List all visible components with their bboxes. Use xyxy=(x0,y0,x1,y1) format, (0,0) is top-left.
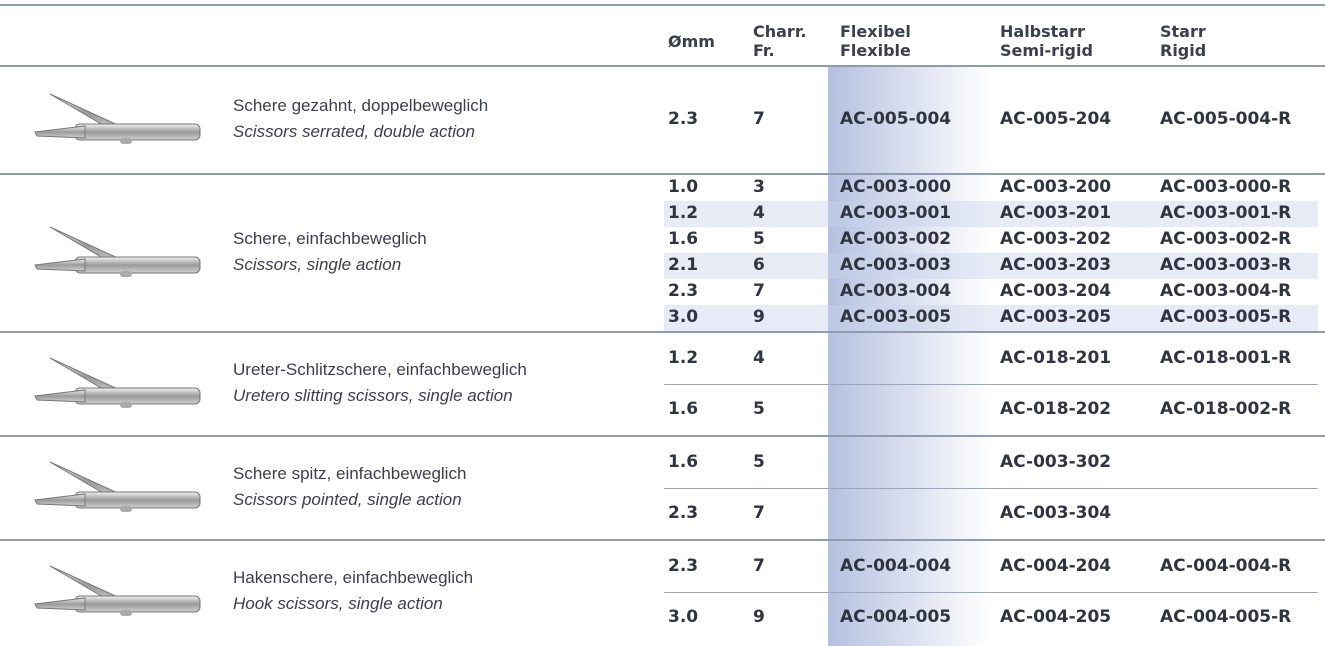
instrument-image xyxy=(34,565,201,616)
cell: 3 xyxy=(753,177,765,197)
cell: 3.0 xyxy=(668,606,699,627)
instrument-image xyxy=(34,93,201,144)
cell: AC-004-204 xyxy=(1000,555,1112,576)
cell: 2.1 xyxy=(668,255,699,275)
cell: AC-003-005-R xyxy=(1160,307,1292,327)
cell: AC-003-003 xyxy=(840,255,952,275)
name-en: Scissors pointed, single action xyxy=(233,490,462,509)
name-de: Schere gezahnt, doppelbeweglich xyxy=(233,96,489,115)
cell: AC-018-201 xyxy=(1000,347,1112,368)
cell: 5 xyxy=(753,398,765,419)
cell: 9 xyxy=(753,307,765,327)
cell: 2.3 xyxy=(668,109,699,129)
column-header: Starr xyxy=(1160,22,1206,41)
cell: AC-003-002-R xyxy=(1160,229,1292,249)
cell: AC-018-202 xyxy=(1000,398,1112,419)
cell: AC-003-201 xyxy=(1000,203,1112,223)
cell: AC-003-304 xyxy=(1000,502,1112,523)
cell: 7 xyxy=(753,281,765,301)
name-de: Hakenschere, einfachbeweglich xyxy=(233,568,474,587)
cell: 4 xyxy=(753,347,765,368)
name-en: Hook scissors, single action xyxy=(233,594,443,613)
cell: 7 xyxy=(753,109,765,129)
cell: AC-018-001-R xyxy=(1160,347,1292,368)
cell: 7 xyxy=(753,502,765,523)
cell: AC-003-200 xyxy=(1000,177,1112,197)
column-header: Semi-rigid xyxy=(1000,41,1093,60)
cell: 1.2 xyxy=(668,203,699,223)
cell: AC-003-000 xyxy=(840,177,952,197)
name-de: Schere spitz, einfachbeweglich xyxy=(233,464,467,483)
cell: 7 xyxy=(753,555,765,576)
instrument-image xyxy=(34,357,201,408)
cell: AC-003-004-R xyxy=(1160,281,1292,301)
cell: AC-003-005 xyxy=(840,307,952,327)
cell: AC-003-302 xyxy=(1000,451,1112,472)
cell: 1.0 xyxy=(668,177,699,197)
cell: 4 xyxy=(753,203,765,223)
cell: 2.3 xyxy=(668,555,699,576)
cell: AC-005-004 xyxy=(840,109,952,129)
cell: AC-004-205 xyxy=(1000,606,1112,627)
cell: 1.6 xyxy=(668,451,699,472)
row-rule xyxy=(664,592,1318,593)
cell: AC-005-204 xyxy=(1000,109,1112,129)
cell: 1.6 xyxy=(668,229,699,249)
cell: 9 xyxy=(753,606,765,627)
flex-column-shade xyxy=(828,66,990,646)
cell: AC-003-202 xyxy=(1000,229,1112,249)
row-shade xyxy=(664,305,1318,331)
group-rule xyxy=(0,173,1325,175)
cell: 3.0 xyxy=(668,307,699,327)
instrument-image xyxy=(34,226,201,277)
cell: AC-004-005 xyxy=(840,606,952,627)
group-rule xyxy=(0,331,1325,333)
column-header: Rigid xyxy=(1160,41,1207,60)
cell: 1.2 xyxy=(668,347,699,368)
column-header: Flexible xyxy=(840,41,911,60)
column-header: Charr. xyxy=(753,22,807,41)
row-rule xyxy=(664,384,1318,385)
name-en: Scissors serrated, double action xyxy=(233,122,475,141)
header-rule xyxy=(0,65,1325,67)
name-de: Ureter-Schlitzschere, einfachbeweglich xyxy=(233,360,527,379)
column-header: Flexibel xyxy=(840,22,911,41)
row-shade xyxy=(664,201,1318,227)
column-header: Ømm xyxy=(668,32,715,51)
cell: 2.3 xyxy=(668,281,699,301)
column-header: Fr. xyxy=(753,41,775,60)
cell: 6 xyxy=(753,255,765,275)
cell: 2.3 xyxy=(668,502,699,523)
cell: AC-003-003-R xyxy=(1160,255,1292,275)
cell: 5 xyxy=(753,451,765,472)
group-rule xyxy=(0,435,1325,437)
cell: AC-004-004 xyxy=(840,555,952,576)
cell: AC-003-002 xyxy=(840,229,952,249)
cell: AC-003-000-R xyxy=(1160,177,1292,197)
name-en: Scissors, single action xyxy=(233,255,402,274)
cell: AC-003-204 xyxy=(1000,281,1112,301)
cell: AC-005-004-R xyxy=(1160,109,1292,129)
cell: AC-003-004 xyxy=(840,281,952,301)
cell: AC-018-002-R xyxy=(1160,398,1292,419)
name-de: Schere, einfachbeweglich xyxy=(233,229,427,248)
cell: 5 xyxy=(753,229,765,249)
cell: AC-003-001-R xyxy=(1160,203,1292,223)
top-rule xyxy=(0,4,1325,6)
cell: AC-003-001 xyxy=(840,203,952,223)
name-en: Uretero slitting scissors, single action xyxy=(233,386,513,405)
column-header: Halbstarr xyxy=(1000,22,1085,41)
cell: AC-003-205 xyxy=(1000,307,1112,327)
instrument-image xyxy=(34,461,201,512)
cell: AC-003-203 xyxy=(1000,255,1112,275)
cell: AC-004-005-R xyxy=(1160,606,1292,627)
row-rule xyxy=(664,488,1318,489)
cell: AC-004-004-R xyxy=(1160,555,1292,576)
cell: 1.6 xyxy=(668,398,699,419)
group-rule xyxy=(0,539,1325,541)
row-shade xyxy=(664,253,1318,279)
